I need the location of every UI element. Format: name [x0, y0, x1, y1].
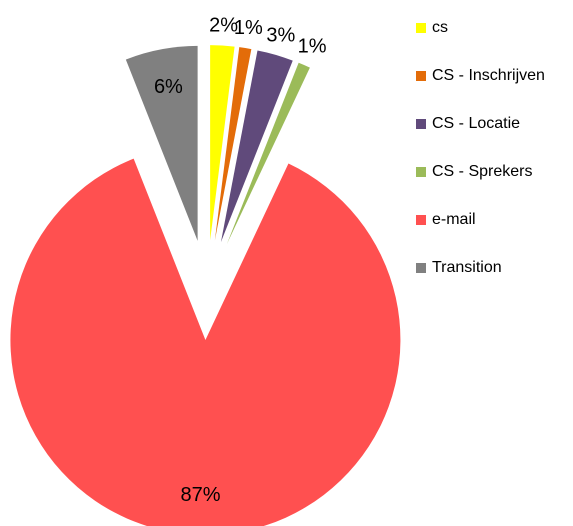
pie-slice — [226, 62, 310, 245]
data-label: 1% — [234, 17, 263, 39]
pie-slice — [125, 45, 198, 241]
legend-swatch — [416, 263, 426, 273]
data-label: 1% — [298, 36, 327, 58]
legend-swatch — [416, 23, 426, 33]
pie-slice — [210, 45, 235, 241]
pie-slice — [10, 158, 401, 526]
legend-swatch — [416, 167, 426, 177]
legend-label: CS - Sprekers — [432, 163, 532, 180]
legend-swatch — [416, 119, 426, 129]
pie-slice — [220, 50, 293, 242]
data-label: 6% — [154, 76, 183, 98]
legend-label: Transition — [432, 259, 502, 276]
legend-label: e-mail — [432, 211, 476, 228]
legend-label: cs — [432, 19, 448, 36]
legend-label: CS - Locatie — [432, 115, 520, 132]
legend-swatch — [416, 71, 426, 81]
data-label: 2% — [209, 14, 238, 36]
pie-slice — [214, 47, 252, 241]
data-label: 87% — [181, 484, 221, 506]
data-label: 3% — [266, 24, 295, 46]
legend-swatch — [416, 215, 426, 225]
legend-label: CS - Inschrijven — [432, 67, 545, 84]
